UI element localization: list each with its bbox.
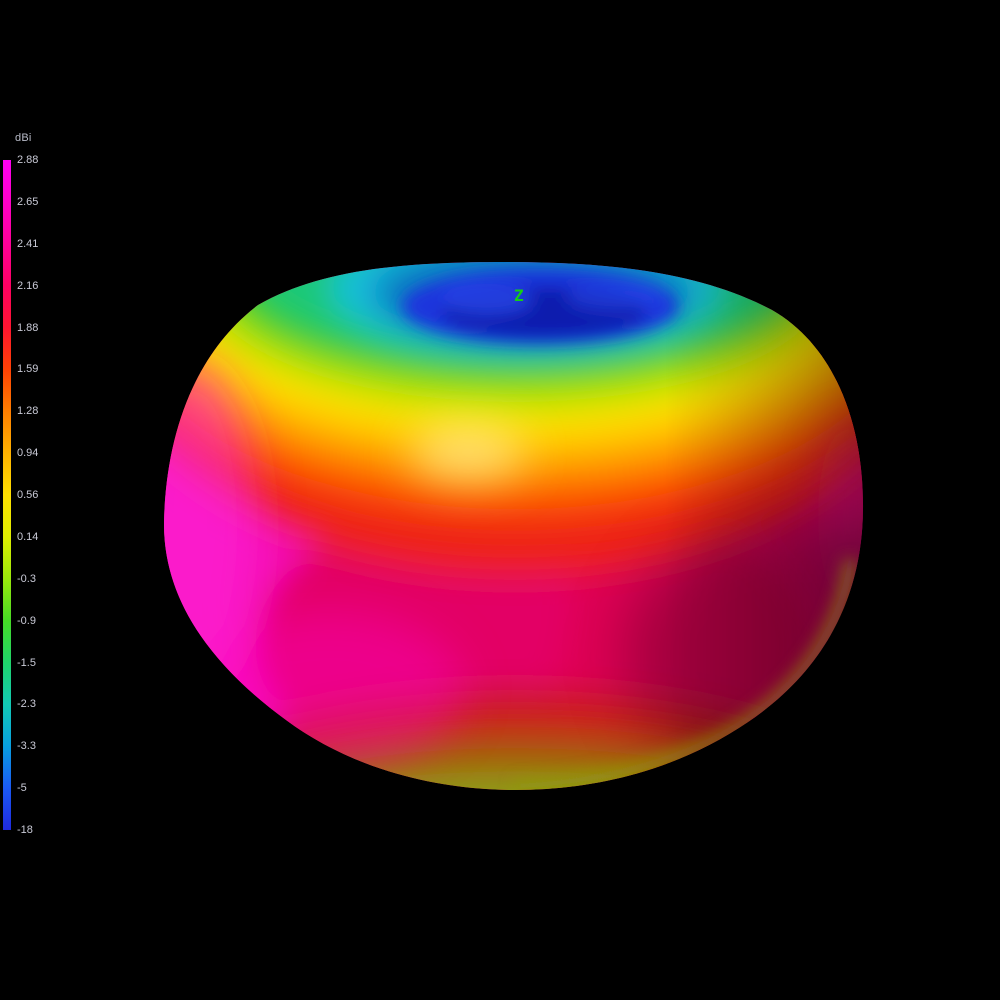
colorbar-tick-list: 2.88 2.65 2.41 2.16 1.88 1.59 1.28 0.94 0.56 0.14… — [17, 153, 38, 837]
colorbar-tick-label: 2.65 — [17, 195, 39, 208]
colorbar-tick-label: 2.88 — [17, 154, 39, 166]
colorbar-tick-label: -3.3 — [17, 740, 36, 753]
colorbar-tick-label: 0.94 — [17, 447, 39, 460]
colorbar-tick-label: -0.9 — [17, 614, 36, 627]
colorbar-tick-label: 1.59 — [17, 363, 39, 376]
colorbar-tick-label: -5 — [17, 782, 27, 795]
colorbar-tick-label: 2.16 — [17, 279, 39, 292]
colorbar-tick-label: 0.14 — [17, 530, 39, 543]
colorbar-tick-label: -2.3 — [17, 698, 36, 711]
colorbar-gradient — [3, 160, 11, 830]
colorbar-tick-label: 0.56 — [17, 489, 39, 501]
z-axis-label: Z — [514, 286, 524, 305]
pattern-surface — [163, 262, 864, 790]
colorbar-tick-label: 2.41 — [17, 237, 39, 250]
colorbar-tick-label: 1.28 — [17, 405, 39, 418]
colorbar-tick-label: -18 — [17, 824, 33, 836]
colorbar-tick-label: -1.5 — [17, 656, 36, 669]
colorbar-unit-label: dBi — [15, 132, 32, 144]
colorbar-tick-label: -0.3 — [17, 572, 36, 585]
colorbar-tick-label: 1.88 — [17, 321, 39, 334]
